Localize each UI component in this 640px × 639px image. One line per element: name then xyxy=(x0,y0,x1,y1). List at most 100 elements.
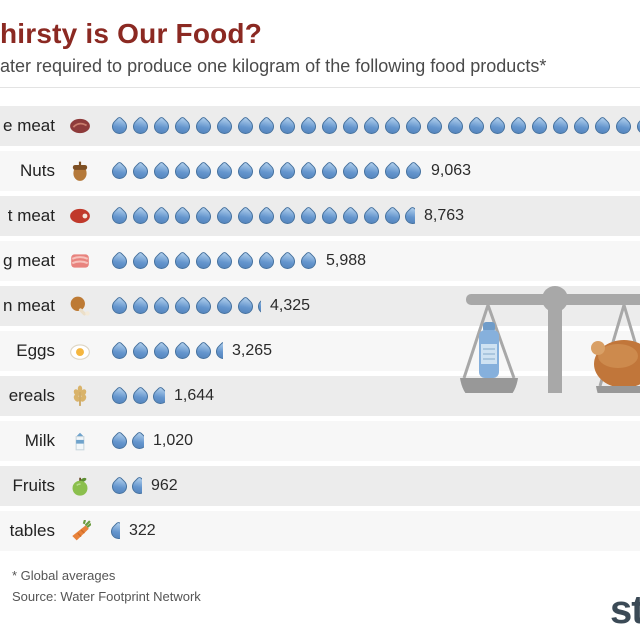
water-drop-icon xyxy=(153,160,170,182)
water-value: 4,325 xyxy=(270,297,311,314)
food-label: Fruits xyxy=(12,476,56,495)
water-drop-partial-icon xyxy=(216,340,223,362)
water-drop-icon xyxy=(384,160,401,182)
chart-title: hirsty is Our Food? xyxy=(0,18,263,49)
water-drop-icon xyxy=(216,115,233,137)
water-drop-icon xyxy=(258,115,275,137)
chart-footer: * Global averages Source: Water Footprin… xyxy=(12,568,201,604)
droplet-bar xyxy=(111,115,640,137)
water-drop-icon xyxy=(111,295,128,317)
droplet-bar xyxy=(111,475,142,497)
water-drop-icon xyxy=(300,160,317,182)
water-drop-partial-icon xyxy=(405,205,415,227)
water-drop-icon xyxy=(195,205,212,227)
water-drop-icon xyxy=(300,250,317,272)
water-drop-icon xyxy=(111,340,128,362)
milk-icon xyxy=(67,429,93,453)
water-drop-icon xyxy=(153,295,170,317)
food-label: Eggs xyxy=(16,341,55,360)
droplet-bar xyxy=(111,340,223,362)
water-drop-icon xyxy=(153,250,170,272)
food-row: e meat xyxy=(0,106,640,146)
water-drop-icon xyxy=(132,160,149,182)
water-drop-icon xyxy=(153,340,170,362)
droplet-bar xyxy=(111,430,144,452)
water-drop-icon xyxy=(300,115,317,137)
balance-scale-illustration xyxy=(460,286,640,393)
water-drop-icon xyxy=(132,205,149,227)
water-drop-icon xyxy=(363,160,380,182)
water-drop-icon xyxy=(111,475,128,497)
water-drop-icon xyxy=(111,115,128,137)
food-label: tables xyxy=(9,521,55,540)
water-drop-icon xyxy=(342,205,359,227)
water-value: 8,763 xyxy=(424,207,465,224)
water-drop-icon xyxy=(426,115,443,137)
water-drop-icon xyxy=(342,160,359,182)
water-drop-icon xyxy=(111,205,128,227)
water-value: 9,063 xyxy=(431,162,472,179)
vegetables-icon xyxy=(67,519,93,543)
water-drop-partial-icon xyxy=(153,385,165,407)
water-drop-icon xyxy=(111,250,128,272)
roast-meat-icon xyxy=(591,340,640,388)
water-drop-partial-icon xyxy=(132,430,144,452)
water-drop-icon xyxy=(405,160,422,182)
chart-header: hirsty is Our Food? ater required to pro… xyxy=(0,0,640,88)
water-value: 962 xyxy=(151,477,178,494)
water-drop-icon xyxy=(405,115,422,137)
water-value: 3,265 xyxy=(232,342,273,359)
scale-left-pan xyxy=(460,378,518,393)
water-drop-icon xyxy=(384,115,401,137)
water-drop-icon xyxy=(237,295,254,317)
water-drop-icon xyxy=(258,205,275,227)
water-drop-partial-icon xyxy=(258,295,261,317)
water-drop-icon xyxy=(174,340,191,362)
water-drop-icon xyxy=(342,115,359,137)
water-drop-icon xyxy=(111,160,128,182)
global-averages-note: * Global averages xyxy=(12,568,116,583)
water-drop-icon xyxy=(468,115,485,137)
nuts-icon xyxy=(67,159,93,183)
droplet-bar xyxy=(111,250,317,272)
water-drop-icon xyxy=(132,115,149,137)
food-row: Fruits 962 xyxy=(0,466,640,506)
food-row: t meat 8,763 xyxy=(0,196,640,236)
water-drop-icon xyxy=(174,115,191,137)
food-label: n meat xyxy=(3,296,55,315)
water-drop-icon xyxy=(510,115,527,137)
pictogram-rows: e meat Nuts 9,063 t meat 8,763 g meat 5,988 n m… xyxy=(0,106,640,551)
water-drop-icon xyxy=(132,295,149,317)
food-row: Eggs 3,265 xyxy=(0,331,640,371)
water-drop-icon xyxy=(321,115,338,137)
water-drop-icon xyxy=(237,160,254,182)
water-drop-icon xyxy=(279,160,296,182)
water-bottle-icon xyxy=(479,322,499,378)
water-drop-icon xyxy=(321,160,338,182)
water-drop-icon xyxy=(447,115,464,137)
water-drop-icon xyxy=(258,250,275,272)
water-drop-icon xyxy=(195,250,212,272)
water-value: 1,644 xyxy=(174,387,215,404)
water-drop-icon xyxy=(153,115,170,137)
water-drop-icon xyxy=(279,250,296,272)
water-drop-icon xyxy=(321,205,338,227)
water-drop-icon xyxy=(300,205,317,227)
water-drop-icon xyxy=(552,115,569,137)
droplet-bar xyxy=(111,205,415,227)
food-label: e meat xyxy=(3,116,55,135)
water-drop-icon xyxy=(174,250,191,272)
water-drop-icon xyxy=(573,115,590,137)
pig-meat-icon xyxy=(67,249,93,273)
water-drop-icon xyxy=(111,430,128,452)
water-drop-icon xyxy=(615,115,632,137)
food-label: g meat xyxy=(3,251,55,270)
food-label: Milk xyxy=(24,431,55,450)
water-drop-icon xyxy=(594,115,611,137)
water-drop-icon xyxy=(153,205,170,227)
water-drop-icon xyxy=(111,385,128,407)
water-drop-icon xyxy=(216,205,233,227)
water-drop-icon xyxy=(363,205,380,227)
water-value: 1,020 xyxy=(153,432,194,449)
fruits-icon xyxy=(67,474,93,498)
